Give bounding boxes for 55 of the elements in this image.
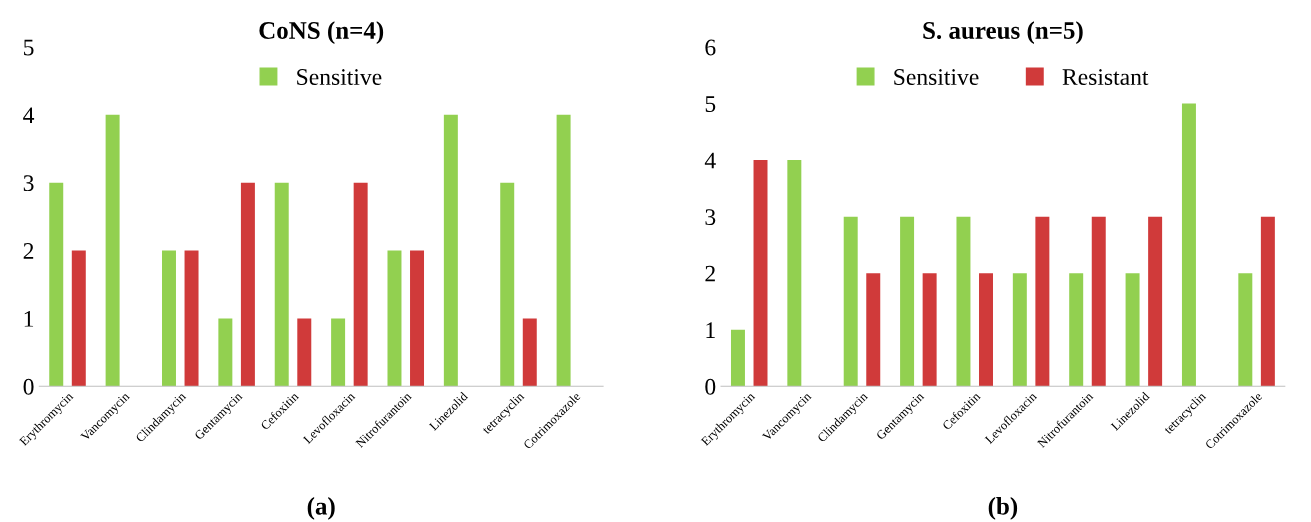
bar — [353, 182, 368, 387]
bar — [522, 318, 537, 387]
bar — [730, 329, 745, 387]
bar — [787, 160, 802, 387]
y-tick-label: 4 — [23, 107, 35, 124]
bar — [218, 318, 233, 387]
bar — [556, 114, 571, 387]
bar — [443, 114, 458, 387]
bar — [105, 114, 120, 387]
bar — [331, 318, 346, 387]
y-tick-label: 5 — [24, 39, 34, 56]
bar — [240, 182, 255, 387]
chart-title: CoNS (n=4) — [259, 21, 384, 44]
text: (a) — [307, 497, 335, 520]
y-tick-label: 2 — [705, 265, 715, 282]
bar — [843, 216, 858, 387]
chart-title: S. aureus (n=5) — [923, 21, 1083, 44]
y-tick-label: 5 — [705, 96, 716, 112]
bar — [1148, 216, 1163, 387]
bar — [900, 216, 915, 387]
y-tick-label: 4 — [704, 152, 716, 169]
bar — [184, 250, 199, 387]
bar — [71, 250, 86, 387]
bar — [1125, 273, 1140, 387]
bar — [1238, 273, 1253, 387]
bar — [274, 182, 289, 387]
bar — [979, 273, 993, 387]
bar — [387, 250, 402, 387]
bar — [1035, 216, 1050, 387]
bar — [162, 250, 176, 387]
y-tick-label: 0 — [23, 378, 34, 395]
legend-label: Resistant — [1062, 69, 1149, 85]
bar — [1091, 216, 1106, 387]
bar — [866, 273, 881, 387]
y-tick-label: 1 — [24, 311, 34, 327]
bar — [753, 160, 768, 387]
bar — [1012, 273, 1027, 387]
y-tick-label: 6 — [705, 39, 716, 56]
y-tick-label: 3 — [705, 209, 716, 226]
y-tick-label: 0 — [705, 378, 716, 395]
bar — [1260, 216, 1275, 387]
bar — [500, 182, 515, 387]
bar — [1181, 103, 1196, 387]
bar — [49, 182, 64, 387]
bar — [956, 216, 971, 387]
y-tick-label: 3 — [23, 175, 34, 192]
y-tick-label: 1 — [706, 322, 715, 338]
text: (b) — [988, 497, 1018, 520]
bar — [297, 318, 312, 387]
legend-label: Sensitive — [297, 69, 382, 85]
bar — [410, 250, 425, 387]
legend-label: Sensitive — [894, 69, 979, 85]
bar — [1069, 273, 1084, 387]
y-tick-label: 2 — [23, 243, 34, 259]
bar — [922, 273, 937, 387]
